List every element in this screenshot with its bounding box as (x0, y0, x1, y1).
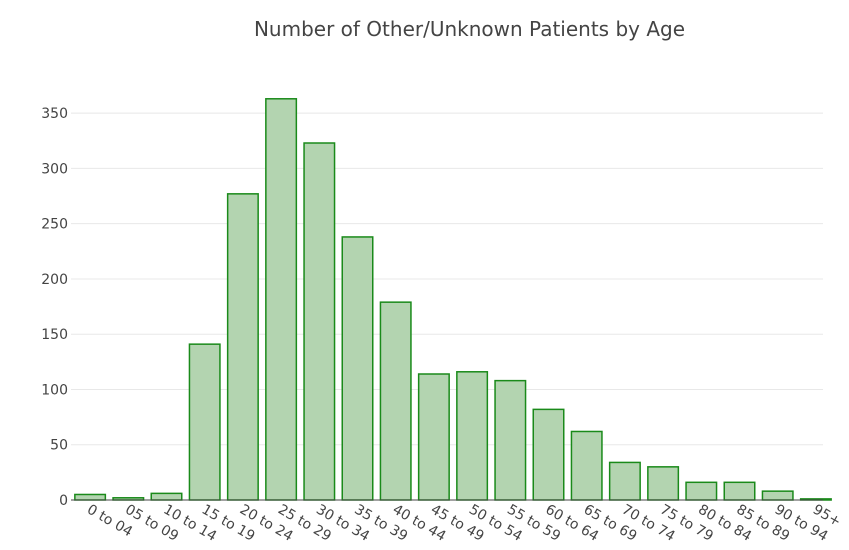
y-tick-label: 50 (50, 438, 68, 454)
bar-65-to-69[interactable] (570, 430, 603, 501)
y-tick-label: 100 (41, 382, 68, 398)
bar-45-to-49[interactable] (417, 373, 450, 501)
bar-80-to-84[interactable] (685, 481, 718, 501)
y-tick-label: 350 (41, 106, 68, 122)
y-tick-label: 200 (41, 272, 68, 288)
bar-60-to-64[interactable] (532, 408, 565, 501)
bar-25-to-29[interactable] (265, 98, 298, 501)
y-tick-label: 0 (59, 493, 68, 509)
chart-title: Number of Other/Unknown Patients by Age (253, 17, 686, 41)
bar-75-to-79[interactable] (647, 466, 680, 501)
bar-10-to-14[interactable] (150, 492, 183, 501)
bar-50-to-54[interactable] (456, 371, 489, 501)
y-tick-label: 300 (41, 161, 68, 177)
bar-0-to-04[interactable] (74, 493, 107, 501)
bar-20-to-24[interactable] (226, 193, 259, 501)
bar-55-to-59[interactable] (494, 379, 527, 501)
bar-40-to-44[interactable] (379, 301, 412, 501)
y-tick-label: 150 (41, 327, 68, 343)
bar-30-to-34[interactable] (303, 142, 336, 501)
bar-85-to-89[interactable] (723, 481, 756, 501)
bar-70-to-74[interactable] (608, 461, 641, 501)
bar-15-to-19[interactable] (188, 343, 221, 501)
y-tick-label: 250 (41, 217, 68, 233)
y-axis: 0 50 100 150 200 250 300 350 (41, 106, 68, 509)
bars (74, 98, 832, 501)
bar-35-to-39[interactable] (341, 236, 374, 501)
bar-90-to-94[interactable] (761, 490, 794, 501)
